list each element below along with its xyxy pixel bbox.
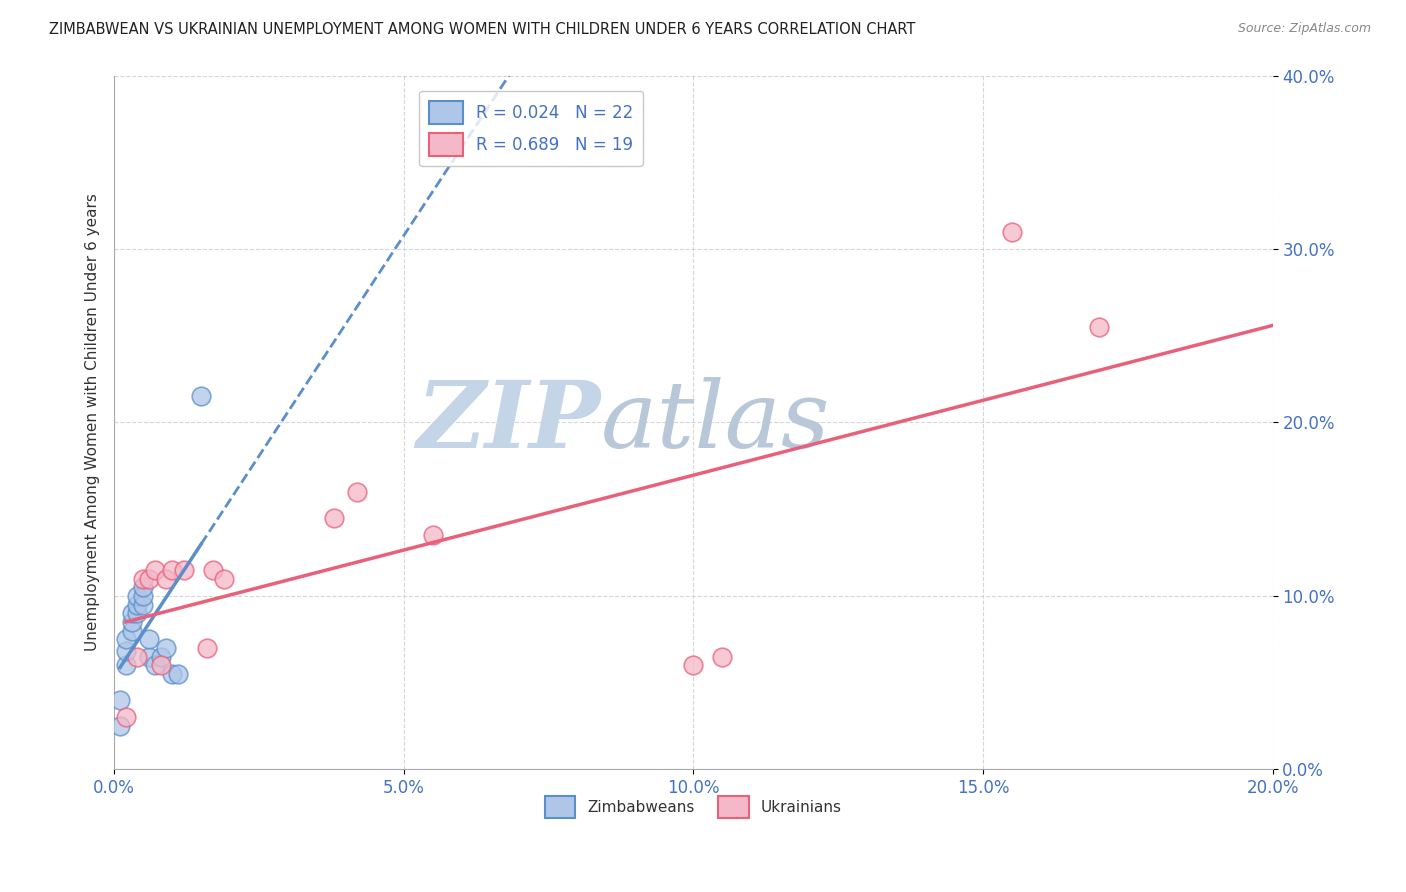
Point	[190, 389, 212, 403]
Text: atlas: atlas	[600, 377, 830, 467]
Point	[160, 563, 183, 577]
Point	[422, 528, 444, 542]
Point	[155, 572, 177, 586]
Point	[143, 563, 166, 577]
Point	[1087, 320, 1109, 334]
Point	[138, 649, 160, 664]
Point	[114, 710, 136, 724]
Point	[127, 606, 149, 620]
Point	[1001, 225, 1024, 239]
Point	[121, 615, 143, 629]
Text: ZIMBABWEAN VS UKRAINIAN UNEMPLOYMENT AMONG WOMEN WITH CHILDREN UNDER 6 YEARS COR: ZIMBABWEAN VS UKRAINIAN UNEMPLOYMENT AMO…	[49, 22, 915, 37]
Point	[132, 598, 155, 612]
Point	[127, 598, 149, 612]
Point	[132, 589, 155, 603]
Point	[195, 640, 218, 655]
Point	[108, 693, 131, 707]
Point	[108, 719, 131, 733]
Point	[127, 649, 149, 664]
Point	[114, 644, 136, 658]
Point	[121, 606, 143, 620]
Point	[149, 649, 172, 664]
Point	[132, 572, 155, 586]
Point	[114, 658, 136, 673]
Point	[127, 589, 149, 603]
Point	[711, 649, 734, 664]
Point	[114, 632, 136, 647]
Point	[201, 563, 224, 577]
Point	[138, 632, 160, 647]
Point	[682, 658, 704, 673]
Point	[149, 658, 172, 673]
Point	[346, 484, 368, 499]
Point	[121, 624, 143, 638]
Point	[143, 658, 166, 673]
Legend: Zimbabweans, Ukrainians: Zimbabweans, Ukrainians	[538, 790, 848, 824]
Text: ZIP: ZIP	[416, 377, 600, 467]
Point	[167, 667, 190, 681]
Point	[155, 640, 177, 655]
Point	[173, 563, 195, 577]
Point	[160, 667, 183, 681]
Point	[323, 511, 346, 525]
Y-axis label: Unemployment Among Women with Children Under 6 years: Unemployment Among Women with Children U…	[86, 194, 100, 651]
Point	[132, 580, 155, 594]
Point	[138, 572, 160, 586]
Text: Source: ZipAtlas.com: Source: ZipAtlas.com	[1237, 22, 1371, 36]
Point	[212, 572, 235, 586]
